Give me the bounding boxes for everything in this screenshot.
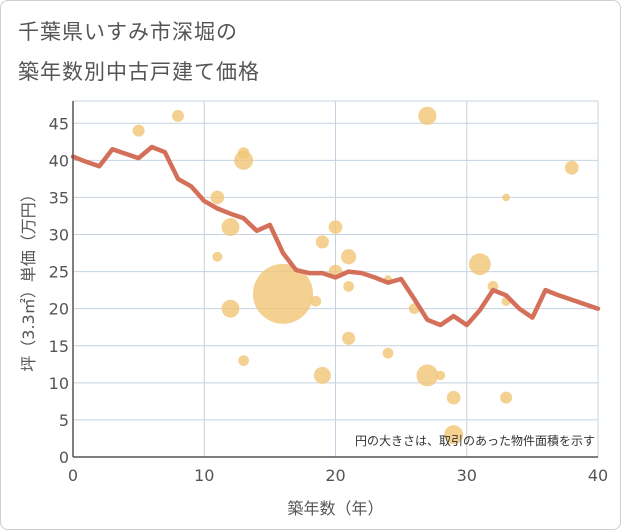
average-price-line [70, 144, 601, 328]
chart-title-line2: 築年数別中古戸建て価格 [18, 60, 260, 84]
bubble-17 [342, 331, 356, 345]
x-tick-label-30: 30 [457, 466, 477, 485]
bubble-4 [221, 218, 240, 236]
bubble-11 [315, 235, 329, 249]
x-tick-label-20: 20 [325, 466, 345, 485]
y-tick-label-35: 35 [49, 188, 69, 207]
y-tick-label-30: 30 [49, 226, 69, 245]
bubble-7 [234, 150, 254, 170]
bubble-13 [328, 220, 343, 234]
bubble-26 [468, 253, 491, 276]
chart-title-line1: 千葉県いすみ市深堀の [18, 20, 238, 44]
y-tick-label-15: 15 [49, 337, 69, 356]
y-tick-label-45: 45 [49, 114, 69, 133]
y-tick-label-20: 20 [49, 300, 69, 319]
bubble-22 [416, 364, 439, 387]
bubble-30 [500, 391, 513, 404]
bubble-21 [418, 106, 437, 125]
bubble-8 [238, 355, 249, 366]
bubble-0 [132, 124, 145, 137]
x-tick-label-10: 10 [194, 466, 214, 485]
y-tick-label-25: 25 [49, 263, 69, 282]
x-tick-label-40: 40 [588, 466, 608, 485]
tick-labels: 0 5 10 15 20 25 30 35 40 45 0 10 20 30 40 [49, 114, 609, 485]
bubble-size-note: 円の大きさは、取引のあった物件面積を示す [355, 433, 595, 448]
bubble-layer [132, 106, 579, 445]
y-tick-label-10: 10 [49, 374, 69, 393]
bubble-10 [310, 295, 322, 307]
bubble-19 [382, 347, 394, 359]
bubble-1 [172, 109, 184, 122]
bubble-29 [502, 193, 510, 202]
bubble-2 [210, 190, 225, 205]
bubble-31 [564, 160, 579, 175]
y-tick-label-40: 40 [49, 151, 69, 170]
axes [72, 101, 598, 458]
x-axis-label: 築年数（年） [287, 499, 383, 518]
bubble-24 [446, 390, 461, 405]
bubble-3 [212, 251, 223, 262]
bubble-25 [444, 425, 464, 445]
bubble-12 [313, 366, 331, 384]
bubble-23 [435, 370, 446, 381]
bubble-16 [343, 281, 354, 292]
y-axis-label: 坪（3.3㎡）単価（万円） [19, 186, 38, 371]
y-tick-label-5: 5 [59, 411, 69, 430]
bubble-5 [221, 299, 240, 318]
bubble-15 [341, 249, 357, 265]
bubble-9 [253, 263, 313, 324]
y-tick-label-0: 0 [59, 448, 69, 467]
x-tick-label-0: 0 [68, 466, 78, 485]
